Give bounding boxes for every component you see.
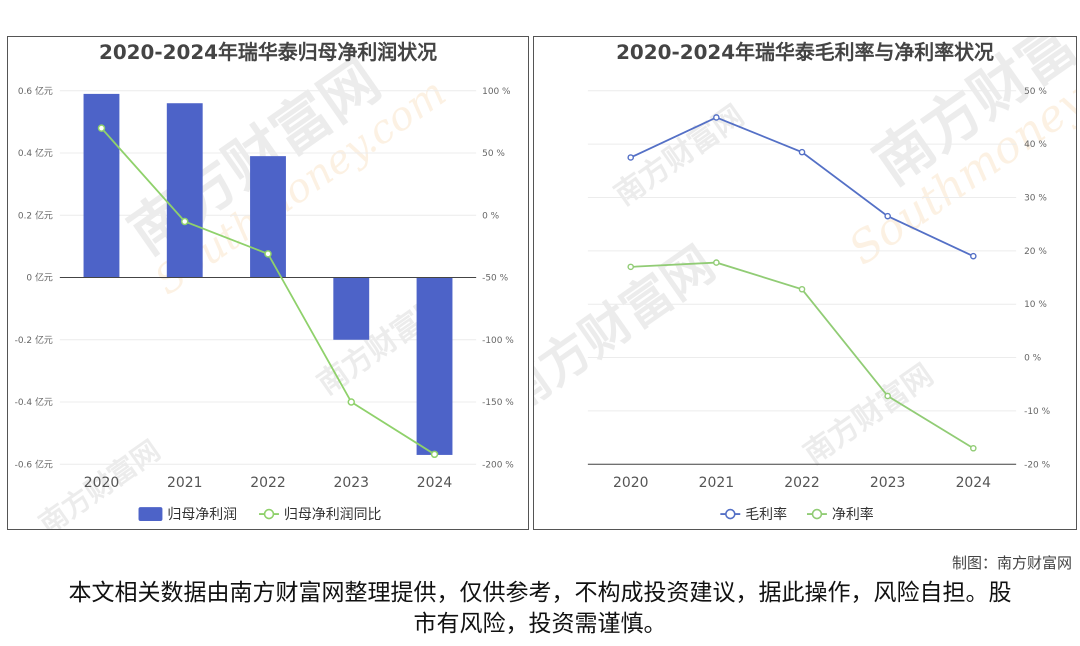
x-axis-ticks: 2020 2021 2022 2023 2024 (84, 475, 453, 491)
series-point-2020 (627, 263, 634, 271)
y2-tick-label: -50 % (482, 274, 508, 284)
x-tick-label: 2024 (417, 475, 453, 491)
y-tick-label: 20 % (1024, 247, 1047, 257)
chart-title: 2020-2024年瑞华泰归母净利润状况 (99, 40, 437, 64)
bar-2020 (83, 93, 120, 278)
margin-chart: 南方财富网 Southmoney.com 南方财富网 南方财富网 南方财富网 2… (534, 37, 1076, 523)
bar-2022 (250, 156, 286, 278)
bar-2021 (166, 103, 203, 278)
y2-tick-label: 50 % (482, 149, 505, 159)
x-tick-label: 2022 (250, 475, 285, 491)
legend-marker (263, 508, 275, 520)
legend[interactable]: 归母净利润 归母净利润同比 (138, 506, 382, 523)
series-point-2023 (884, 212, 891, 220)
y-tick-label: 10 % (1024, 300, 1047, 310)
y-tick-label: 40 % (1024, 140, 1047, 150)
y2-tick-label: -200 % (482, 460, 514, 470)
x-tick-label: 2024 (956, 475, 992, 491)
chart-title: 2020-2024年瑞华泰毛利率与净利率状况 (616, 40, 994, 64)
y-tick-label: -20 % (1024, 460, 1050, 470)
y2-tick-label: 100 % (482, 87, 511, 97)
grid-lines (59, 90, 477, 465)
x-tick-label: 2020 (84, 475, 119, 491)
series-point-2021 (713, 114, 720, 121)
series-point-2022 (798, 148, 806, 156)
legend-label[interactable]: 归母净利润 (167, 506, 237, 523)
legend-label[interactable]: 净利率 (832, 506, 874, 523)
series-point-2024 (970, 444, 977, 452)
series-point-2021 (713, 259, 720, 266)
y-tick-label: 0 亿元 (26, 272, 52, 284)
yoy-point-2023 (347, 398, 355, 406)
y2-tick-label: -150 % (482, 398, 514, 408)
x-tick-label: 2020 (613, 475, 648, 491)
legend[interactable]: 毛利率 净利率 (720, 506, 874, 523)
series-point-2020 (627, 154, 634, 161)
x-tick-label: 2023 (334, 475, 369, 491)
line-series (627, 114, 977, 452)
chart-credit: 制图：南方财富网 (951, 554, 1072, 572)
y-tick-label: -0.6 亿元 (15, 458, 53, 470)
disclaimer-text: 本文相关数据由南方财富网整理提供，仅供参考，不构成投资建议，据此操作，风险自担。… (68, 580, 1012, 637)
legend-marker (725, 508, 736, 520)
y-tick-label: -0.2 亿元 (15, 334, 53, 346)
y-tick-label: 0.6 亿元 (18, 85, 53, 97)
x-axis-ticks: 2020 2021 2022 2023 2024 (613, 475, 991, 491)
yoy-point-2021 (181, 217, 189, 226)
yoy-point-2020 (97, 124, 106, 132)
legend-label[interactable]: 归母净利润同比 (284, 506, 382, 523)
series-point-2023 (884, 392, 891, 400)
line-series (97, 124, 439, 459)
x-tick-label: 2021 (167, 475, 202, 491)
y2-tick-label: -100 % (482, 336, 514, 346)
right-axis-ticks: 50 % 40 % 30 % 20 % 10 % 0 % -10 % -20 % (1024, 87, 1050, 470)
legend-marker (811, 508, 823, 520)
bar-2023 (333, 277, 370, 340)
x-tick-label: 2022 (784, 475, 819, 491)
y-tick-label: 0.2 亿元 (18, 209, 53, 221)
y-tick-label: 50 % (1024, 87, 1047, 97)
series-point-2024 (970, 252, 977, 260)
yoy-point-2022 (264, 250, 272, 258)
legend-label[interactable]: 毛利率 (745, 506, 787, 523)
y-tick-label: 0 % (1024, 354, 1042, 364)
y-tick-label: -10 % (1024, 407, 1050, 417)
y-tick-label: 0.4 亿元 (18, 147, 53, 159)
y2-tick-label: 0 % (482, 211, 500, 221)
left-chart-panel: 南方财富网 Southmoney.com 南方财富网 南方财富网 2020-20… (7, 36, 529, 530)
net-profit-chart: 南方财富网 Southmoney.com 南方财富网 南方财富网 2020-20… (15, 40, 515, 529)
yoy-point-2024 (430, 450, 439, 459)
watermark-layer: 南方财富网 Southmoney.com 南方财富网 南方财富网 南方财富网 (534, 37, 1076, 472)
series-point-2022 (798, 285, 806, 293)
legend-bar-swatch (138, 507, 163, 522)
y-tick-label: 30 % (1024, 193, 1047, 203)
right-chart-panel: 南方财富网 Southmoney.com 南方财富网 南方财富网 南方财富网 2… (533, 36, 1077, 530)
x-tick-label: 2021 (699, 475, 734, 491)
y-tick-label: -0.4 亿元 (15, 396, 53, 408)
left-axis-ticks: 0.6 亿元 0.4 亿元 0.2 亿元 0 亿元 -0.2 亿元 -0.4 亿… (15, 85, 53, 470)
x-tick-label: 2023 (870, 475, 905, 491)
bar-2024 (416, 277, 453, 455)
right-axis-ticks: 100 % 50 % 0 % -50 % -100 % -150 % -200 … (482, 87, 514, 470)
